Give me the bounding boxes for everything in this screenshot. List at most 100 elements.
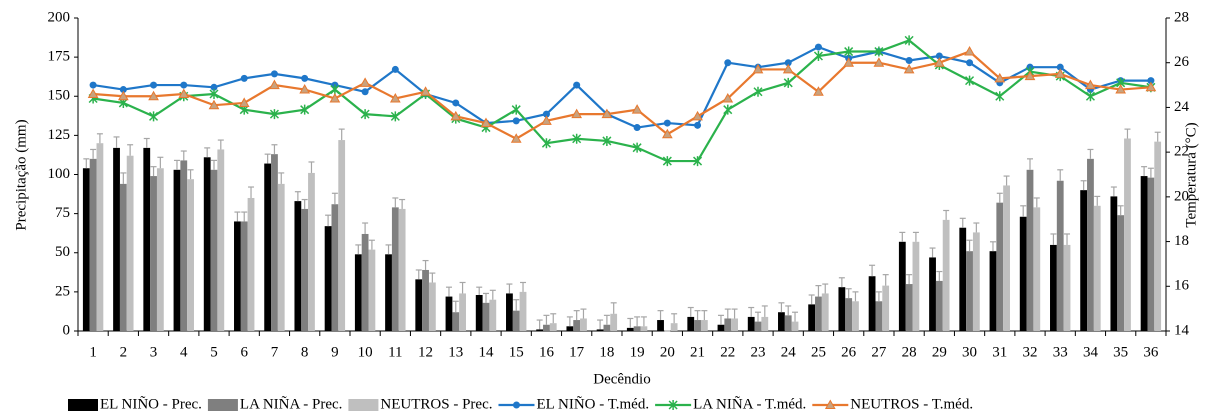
error-bar [671,313,678,324]
legend-label: NEUTROS - T.méd. [850,396,973,412]
bar [610,313,618,331]
y2-tick-label: 20 [1174,188,1189,204]
line-marker [389,92,401,103]
error-bar [506,283,513,294]
bar [271,154,278,331]
bar [385,254,392,331]
error-bar [634,316,641,327]
bar [989,251,997,331]
error-bar [143,137,150,148]
x-tick-label: 9 [331,344,339,360]
line-marker [966,59,974,67]
bar [935,280,943,331]
error-bar [748,306,755,317]
bar [694,320,701,331]
bar [203,157,211,331]
line-marker [692,110,703,121]
line-marker [632,142,642,153]
bar [445,296,453,331]
y2-tick-label: 22 [1174,144,1189,160]
bar [821,293,829,331]
line-marker [180,81,188,89]
line-marker [299,84,311,94]
line-marker [238,97,250,107]
error-bar [452,300,459,313]
bar [506,293,513,331]
legend-swatch [68,399,98,411]
error-bar [301,198,308,209]
legend-item: NEUTROS - Prec. [348,396,492,412]
x-tick-label: 10 [358,344,373,360]
line-marker [1056,63,1064,71]
y-tick-label: 150 [48,88,71,104]
bar [875,301,883,331]
error-bar [150,166,157,177]
bar [912,241,920,331]
error-bar [241,211,248,222]
bar [784,315,792,331]
bar [1140,176,1148,331]
error-bar [640,316,647,327]
bar [566,326,574,331]
error-bar [936,270,943,281]
error-bar [852,291,859,302]
line-marker [602,135,612,146]
bar [640,326,648,331]
error-bar [278,172,285,184]
line-marker [874,46,884,57]
bar [240,221,248,331]
x-axis-label: Decêndio [593,371,650,387]
line-marker [1115,84,1127,94]
bar [324,226,332,331]
line-marker [119,86,127,94]
line-marker [512,117,520,125]
bar [354,254,362,331]
error-bar [687,306,694,317]
line-marker [631,104,643,114]
error-bar [234,211,241,222]
bar [1019,216,1027,331]
line-marker [662,156,672,167]
bar [747,316,755,331]
line-marker [89,81,97,89]
line-marker [1085,91,1095,102]
bar [338,140,346,331]
x-tick-label: 1 [89,344,97,360]
line-marker [512,401,520,409]
y-tick-label: 0 [63,322,71,338]
bar [724,318,732,331]
y2-tick-label: 24 [1174,99,1190,115]
line-marker [1054,68,1066,78]
bar [1080,190,1088,331]
line-marker [208,99,220,110]
x-tick-label: 15 [509,344,524,360]
bar [391,207,399,331]
error-bar [627,317,634,328]
line-marker [935,52,943,60]
bar [1154,141,1162,331]
line-marker [784,59,792,67]
line-marker [210,83,218,91]
bar [475,295,483,331]
bar [549,323,557,331]
error-bar [1003,175,1010,186]
error-bar [943,209,950,220]
line-marker [995,91,1005,102]
bar [959,227,967,331]
error-bar [513,299,520,311]
line-marker [843,57,855,67]
line-marker [873,57,885,67]
error-bar [815,285,822,297]
error-bar [1094,195,1101,206]
bar [1026,169,1034,331]
line-marker [150,81,158,89]
line-marker [209,89,219,100]
error-bar [875,291,882,302]
error-bar [1027,158,1033,170]
bar [845,298,853,331]
line-marker [330,84,340,95]
legend-label: NEUTROS - Prec. [380,396,492,412]
line-marker [1024,70,1036,81]
bar [368,249,376,331]
error-bar [603,314,610,325]
